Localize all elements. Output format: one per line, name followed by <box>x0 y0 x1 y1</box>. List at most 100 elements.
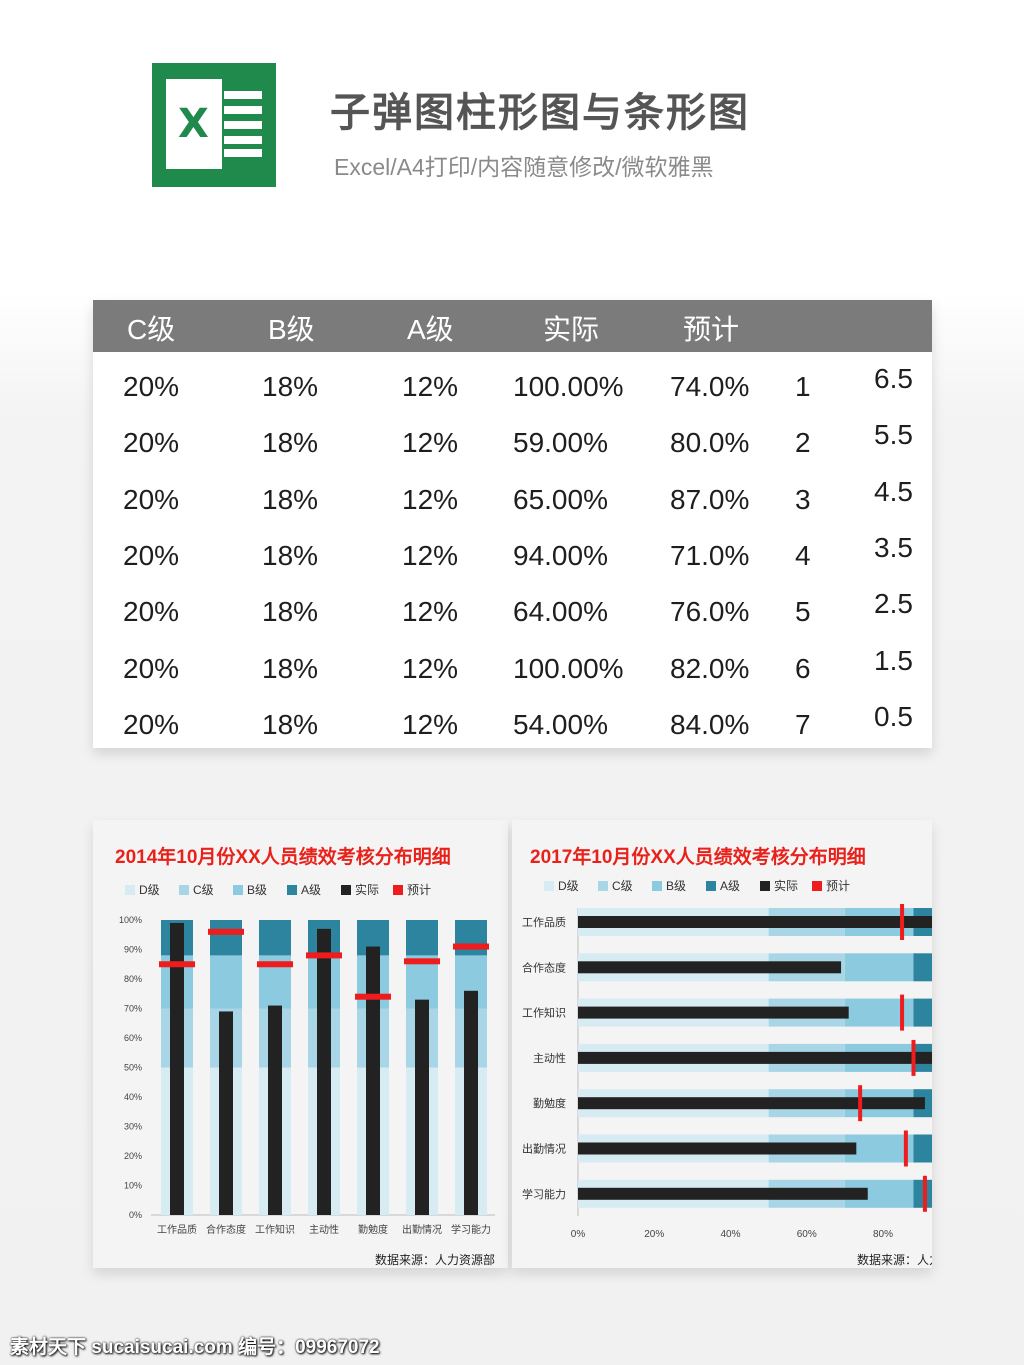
cell-c-level: 20% <box>123 539 180 571</box>
cell-b-level: 18% <box>262 427 319 459</box>
y-tick-label: 90% <box>124 945 142 955</box>
legend-b-level-swatch <box>652 881 662 891</box>
header-actual: 实际 <box>543 314 600 345</box>
target-marker <box>911 1039 916 1076</box>
band-b-level <box>844 953 914 982</box>
page-subtitle: Excel/A4打印/内容随意修改/微软雅黑 <box>334 154 714 180</box>
cell-a-level: 12% <box>402 371 459 402</box>
y-tick-label: 20% <box>124 1151 142 1161</box>
y-tick-label: 30% <box>124 1122 142 1132</box>
y-category-label: 出勤情况 <box>522 1142 566 1156</box>
legend-c-level-swatch <box>179 885 189 895</box>
legend-a-level-swatch <box>287 885 297 895</box>
cell-a-level: 12% <box>402 483 459 515</box>
legend-b-level-swatch <box>233 885 243 895</box>
left-bullet-column-chart: D级 C级 B级 A级 实际 预计 0% 10% 20% 30% 40% 50% 60% 70% 80% 90… <box>119 882 495 1236</box>
cell-a-level: 12% <box>402 652 459 684</box>
cell-index: 4 <box>795 539 811 571</box>
table-header: C级 B级 A级 实际 预计 <box>93 300 932 352</box>
cell-index: 1 <box>795 371 811 402</box>
cell-c-level: 20% <box>123 371 180 402</box>
legend-a-level-label: A级 <box>301 883 321 897</box>
cell-c-level: 20% <box>123 483 180 515</box>
actual-bar <box>578 916 932 928</box>
right-chart-source: 数据来源：人力 <box>857 1253 932 1267</box>
y-category-label: 学习能力 <box>522 1187 566 1201</box>
cell-b-level: 18% <box>262 708 319 740</box>
target-marker <box>404 958 440 965</box>
logo-letter: X <box>178 101 209 147</box>
y-tick-label: 70% <box>124 1004 142 1014</box>
band-a-level <box>259 920 291 956</box>
cell-target: 80.0% <box>670 427 750 459</box>
band-b-level <box>210 955 242 1009</box>
target-marker <box>208 928 244 935</box>
cell-index: 3 <box>795 483 811 515</box>
band-a-level <box>406 920 438 956</box>
cell-a-level: 12% <box>402 596 459 628</box>
legend-d-level-swatch <box>125 885 135 895</box>
y-category-label: 勤勉度 <box>533 1096 566 1110</box>
cell-a-level: 12% <box>402 708 459 740</box>
cell-target: 74.0% <box>670 371 750 402</box>
cell-actual: 100.00% <box>513 652 624 684</box>
excel-logo-icon: X <box>152 63 276 187</box>
data-table: C级 B级 A级 实际 预计 20% 18% 12% 100.00% 74.0% 1 6.5… <box>93 300 932 748</box>
cell-b-level: 18% <box>262 483 319 515</box>
cell-a-level: 12% <box>402 539 459 571</box>
header-a-level: A级 <box>407 314 454 345</box>
cell-index: 6 <box>795 652 811 684</box>
left-chart-title: 2014年10月份XX人员绩效考核分布明细 <box>115 847 451 868</box>
left-chart-source: 数据来源：人力资源部 <box>375 1253 496 1267</box>
cell-position: 5.5 <box>874 419 913 451</box>
target-marker <box>900 994 905 1031</box>
legend-a-level-label: A级 <box>720 879 740 893</box>
page-title: 子弹图柱形图与条形图 <box>330 91 750 135</box>
band-a-level <box>913 953 932 982</box>
cell-b-level: 18% <box>262 371 319 402</box>
band-a-level <box>913 1134 932 1163</box>
cell-b-level: 18% <box>262 539 319 571</box>
y-tick-label: 10% <box>124 1181 142 1191</box>
column-chart-panel: 2014年10月份XX人员绩效考核分布明细 D级 C级 B级 A级 实际 预计 0% 10% 2… <box>93 820 508 1268</box>
actual-bar <box>464 990 478 1215</box>
right-bullet-bar-chart: D级 C级 B级 A级 实际 预计 0% 20% 40% 60% 80% 工作品质合作态度工作知识主动… <box>522 878 932 1240</box>
legend-actual-label: 实际 <box>774 878 798 893</box>
target-marker <box>858 1085 863 1122</box>
watermark-bar: 素材天下 sucaisucai.com 编号：09967072 <box>0 1318 1024 1365</box>
cell-actual: 65.00% <box>513 483 608 515</box>
y-category-label: 合作态度 <box>522 960 566 974</box>
legend-target-swatch <box>393 885 403 895</box>
cell-position: 2.5 <box>874 588 913 620</box>
cell-position: 0.5 <box>874 700 913 732</box>
x-category-label: 主动性 <box>309 1223 339 1236</box>
legend-d-level-label: D级 <box>558 879 579 893</box>
cell-actual: 59.00% <box>513 427 608 459</box>
actual-bar <box>578 1142 857 1155</box>
band-a-level <box>913 1179 932 1208</box>
legend-actual-label: 实际 <box>355 882 379 897</box>
cell-b-level: 18% <box>262 596 319 628</box>
y-tick-label: 40% <box>124 1092 142 1102</box>
cell-actual: 100.00% <box>513 371 624 402</box>
watermark-text: 素材天下 sucaisucai.com 编号：09967072 <box>10 1337 380 1358</box>
bar-chart-panel: 2017年10月份XX人员绩效考核分布明细 D级 C级 B级 A级 实际 预计 0% 20% 4… <box>512 820 932 1268</box>
band-a-level <box>913 998 932 1027</box>
cell-target: 71.0% <box>670 539 750 571</box>
cell-position: 1.5 <box>874 644 913 676</box>
x-tick-label: 60% <box>797 1229 817 1240</box>
y-category-label: 工作品质 <box>522 916 566 929</box>
legend-b-level-label: B级 <box>666 879 686 893</box>
x-category-label: 勤勉度 <box>358 1223 388 1236</box>
x-tick-label: 40% <box>720 1229 740 1240</box>
header-target: 预计 <box>683 314 740 345</box>
header-c-level: C级 <box>127 314 176 345</box>
actual-bar <box>578 1097 925 1110</box>
cell-c-level: 20% <box>123 652 180 684</box>
y-tick-label: 50% <box>124 1063 142 1073</box>
header-b-level: B级 <box>268 314 315 345</box>
target-marker <box>355 993 391 1000</box>
legend-c-level-label: C级 <box>612 879 633 893</box>
target-marker <box>306 952 342 959</box>
logo-grid <box>224 91 262 157</box>
